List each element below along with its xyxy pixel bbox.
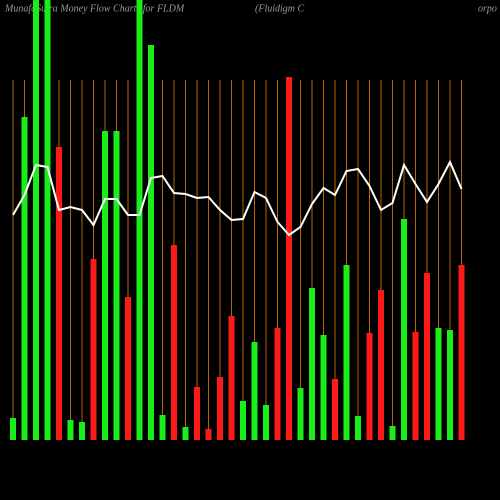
bar [44, 0, 51, 440]
bar [228, 316, 235, 440]
bar [389, 426, 396, 440]
bar [274, 328, 281, 440]
bar [412, 332, 419, 440]
bar [21, 117, 28, 440]
bar [56, 147, 62, 440]
bar [113, 131, 120, 440]
bar [286, 77, 292, 440]
bar [217, 377, 223, 440]
bar [90, 259, 97, 440]
bar [159, 415, 166, 440]
bar [33, 0, 39, 440]
bar [125, 297, 131, 440]
bar [309, 288, 315, 440]
bar [366, 333, 373, 440]
bar [458, 265, 465, 440]
bar [355, 416, 361, 440]
bar [251, 342, 258, 440]
chart-subtitle: orpo [478, 3, 497, 14]
bar [435, 328, 442, 440]
bar [171, 245, 177, 440]
bar [10, 418, 16, 440]
bar [67, 420, 74, 440]
bar [424, 273, 430, 440]
bar [332, 379, 338, 440]
bar [447, 330, 453, 440]
bar [297, 388, 304, 440]
bar [205, 429, 212, 440]
bar [343, 265, 350, 440]
chart-subtitle: (Fluidigm C [255, 3, 304, 14]
bar [378, 290, 384, 440]
bar [401, 219, 407, 440]
bar [320, 335, 327, 440]
bar [136, 0, 143, 440]
bar [182, 427, 189, 440]
chart-title: MunafaSutra Money Flow Charts for FLDM [4, 3, 185, 14]
bar [102, 131, 108, 440]
money-flow-line [12, 159, 463, 237]
bar [79, 422, 85, 440]
bar [240, 401, 246, 440]
bar [263, 405, 269, 440]
bar [148, 45, 154, 440]
bar [194, 387, 200, 440]
